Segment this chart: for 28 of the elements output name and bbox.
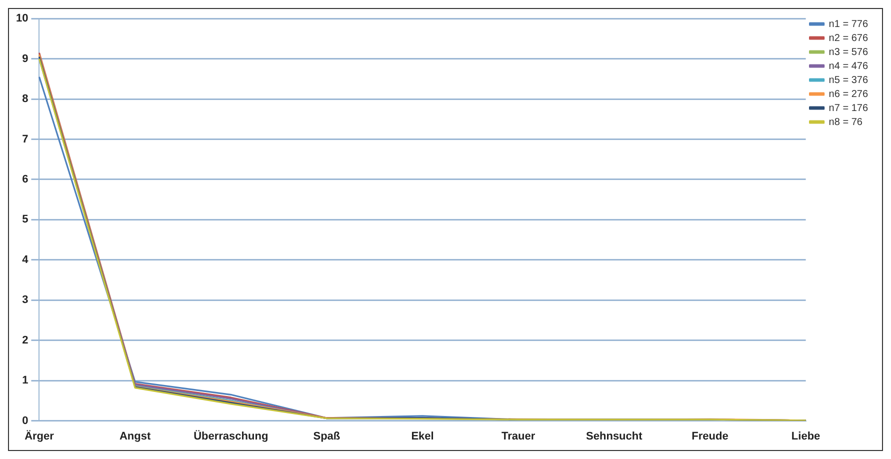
x-tick-label: Angst	[119, 430, 151, 442]
legend-label: n1 = 776	[828, 18, 868, 30]
legend-label: n2 = 676	[828, 32, 868, 44]
x-tick-label: Überraschung	[194, 429, 268, 442]
legend-label: n5 = 376	[828, 74, 868, 86]
y-tick-label: 4	[22, 254, 30, 266]
y-tick-label: 5	[22, 214, 28, 226]
legend-label: n3 = 576	[828, 46, 868, 58]
y-tick-label: 8	[22, 93, 28, 106]
x-tick-label: Ärger	[24, 429, 55, 442]
y-tick-label: 9	[22, 52, 28, 65]
x-tick-label: Ekel	[411, 430, 434, 442]
x-tick-label: Spaß	[313, 430, 340, 442]
x-tick-label: Sehnsucht	[586, 430, 643, 442]
y-tick-label: 0	[22, 414, 28, 427]
legend-label: n4 = 476	[828, 60, 868, 72]
x-tick-label: Liebe	[791, 430, 820, 442]
y-tick-label: 6	[22, 174, 28, 186]
y-tick-label: 1	[22, 374, 28, 387]
y-tick-label: 3	[22, 294, 28, 306]
y-tick-label: 7	[22, 133, 28, 146]
legend-label: n8 = 76	[828, 116, 863, 128]
y-tick-label: 2	[22, 334, 28, 346]
y-tick-label: 10	[16, 12, 28, 25]
legend-label: n7 = 176	[828, 102, 868, 114]
legend-label: n6 = 276	[828, 88, 868, 100]
x-tick-label: Trauer	[502, 430, 536, 442]
x-tick-label: Freude	[692, 430, 728, 442]
